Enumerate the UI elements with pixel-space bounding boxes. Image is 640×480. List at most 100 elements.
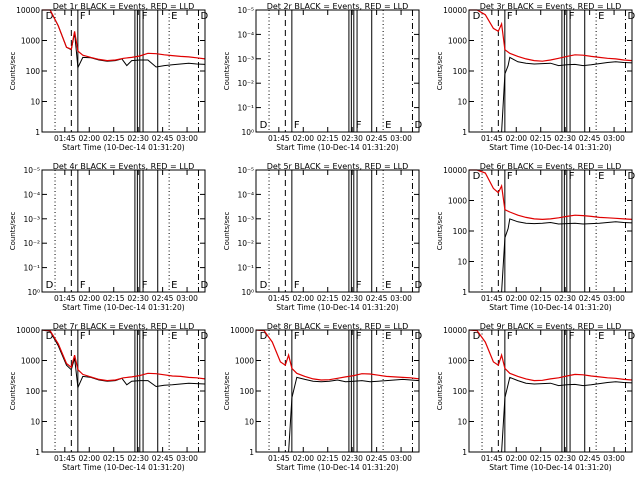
- y-tick-label: 10000: [16, 6, 40, 15]
- events-series: [288, 376, 420, 453]
- lld-series: [255, 329, 420, 381]
- marker-label: E: [171, 331, 177, 342]
- y-tick-label: 10: [457, 418, 467, 427]
- y-tick-label: 1: [462, 448, 467, 457]
- marker-label: E: [598, 331, 604, 342]
- x-tick-label: 01:45: [268, 134, 290, 143]
- y-tick-label: 10000: [230, 326, 254, 335]
- x-tick-label: 03:00: [176, 134, 198, 143]
- panel-title: Det 2r BLACK = Events, RED = LLD: [267, 2, 409, 11]
- y-tick-label: 1: [35, 128, 40, 137]
- marker-label: F: [569, 11, 575, 22]
- marker-label: E: [385, 120, 391, 131]
- marker-label: D: [260, 280, 268, 291]
- marker-label: D: [46, 280, 54, 291]
- x-tick-label: 02:00: [292, 454, 314, 463]
- marker-label: D: [414, 280, 422, 291]
- x-axis-title: Start Time (10-Dec-14 01:31:20): [62, 303, 184, 312]
- y-tick-label: 1000: [448, 197, 467, 206]
- x-tick-label: 03:00: [603, 454, 625, 463]
- x-tick-label: 02:45: [579, 294, 601, 303]
- panel-title: Det 7r BLACK = Events, RED = LLD: [53, 322, 195, 331]
- x-axis-title: Start Time (10-Dec-14 01:31:20): [276, 303, 398, 312]
- y-tick-label: 10⁻⁵: [237, 6, 254, 15]
- x-tick-label: 02:00: [292, 294, 314, 303]
- events-series: [501, 218, 633, 293]
- x-tick-label: 02:00: [505, 134, 527, 143]
- x-tick-label: 02:00: [78, 134, 100, 143]
- x-tick-label: 03:00: [176, 294, 198, 303]
- events-series: [501, 56, 633, 133]
- y-tick-label: 100: [26, 67, 41, 76]
- panel-title: Det 5r BLACK = Events, RED = LLD: [267, 162, 409, 171]
- lld-series: [469, 169, 633, 221]
- x-axis-title: Start Time (10-Dec-14 01:31:20): [276, 143, 398, 152]
- marker-label: F: [507, 171, 513, 182]
- lld-series: [468, 329, 633, 382]
- y-tick-label: 100: [453, 387, 468, 396]
- y-tick-label: 10⁻⁴: [237, 30, 254, 39]
- y-tick-label: 10: [30, 98, 40, 107]
- x-tick-label: 02:45: [366, 294, 388, 303]
- x-tick-label: 02:00: [505, 294, 527, 303]
- marker-label: D: [260, 331, 268, 342]
- plot-frame: [255, 169, 420, 293]
- x-tick-label: 02:45: [579, 134, 601, 143]
- x-tick-label: 03:00: [603, 134, 625, 143]
- panel-title: Det 9r BLACK = Events, RED = LLD: [480, 322, 622, 331]
- y-tick-label: 10000: [16, 326, 40, 335]
- x-tick-label: 02:30: [554, 134, 576, 143]
- marker-label: F: [80, 331, 86, 342]
- y-tick-label: 10⁻¹: [237, 264, 254, 273]
- x-tick-label: 02:45: [152, 454, 174, 463]
- x-tick-label: 03:00: [390, 134, 412, 143]
- x-tick-label: 02:00: [78, 294, 100, 303]
- x-tick-label: 02:45: [366, 134, 388, 143]
- x-tick-label: 02:30: [341, 134, 363, 143]
- x-axis-title: Start Time (10-Dec-14 01:31:20): [276, 463, 398, 472]
- y-tick-label: 1000: [448, 37, 467, 46]
- x-tick-label: 02:15: [317, 454, 339, 463]
- marker-label: D: [627, 171, 635, 182]
- y-tick-label: 1000: [235, 357, 254, 366]
- panel-title: Det 3r BLACK = Events, RED = LLD: [480, 2, 622, 11]
- y-tick-label: 1000: [21, 357, 40, 366]
- y-tick-label: 1: [249, 448, 254, 457]
- marker-label: E: [598, 171, 604, 182]
- y-tick-label: 100: [240, 387, 255, 396]
- y-tick-label: 10⁰: [241, 288, 254, 297]
- marker-label: F: [569, 331, 575, 342]
- x-tick-label: 01:45: [268, 294, 290, 303]
- y-tick-label: 10⁻¹: [23, 264, 40, 273]
- marker-label: F: [569, 171, 575, 182]
- y-axis-title: Counts/sec: [436, 212, 444, 251]
- marker-label: D: [414, 120, 422, 131]
- x-axis-title: Start Time (10-Dec-14 01:31:20): [62, 463, 184, 472]
- x-tick-label: 02:30: [554, 294, 576, 303]
- plot-frame: [41, 9, 206, 133]
- x-tick-label: 02:30: [341, 454, 363, 463]
- x-tick-label: 01:45: [481, 454, 503, 463]
- y-axis-title: Counts/sec: [9, 212, 17, 251]
- x-tick-label: 02:15: [317, 134, 339, 143]
- marker-label: F: [294, 280, 300, 291]
- y-tick-label: 10⁻⁴: [23, 190, 40, 199]
- plot-frame: [468, 329, 633, 453]
- y-tick-label: 100: [453, 227, 468, 236]
- marker-label: D: [473, 171, 481, 182]
- x-tick-label: 01:45: [481, 294, 503, 303]
- y-tick-label: 10⁰: [241, 128, 254, 137]
- x-tick-label: 02:15: [103, 454, 125, 463]
- x-axis-title: Start Time (10-Dec-14 01:31:20): [62, 143, 184, 152]
- marker-label: F: [80, 280, 86, 291]
- panel-title: Det 8r BLACK = Events, RED = LLD: [267, 322, 409, 331]
- y-tick-label: 10000: [443, 326, 467, 335]
- y-tick-label: 10: [457, 98, 467, 107]
- y-tick-label: 1: [35, 448, 40, 457]
- y-tick-label: 10⁻²: [237, 79, 254, 88]
- marker-label: F: [356, 280, 362, 291]
- x-tick-label: 01:45: [54, 294, 76, 303]
- x-tick-label: 02:30: [127, 454, 149, 463]
- y-tick-label: 1000: [21, 37, 40, 46]
